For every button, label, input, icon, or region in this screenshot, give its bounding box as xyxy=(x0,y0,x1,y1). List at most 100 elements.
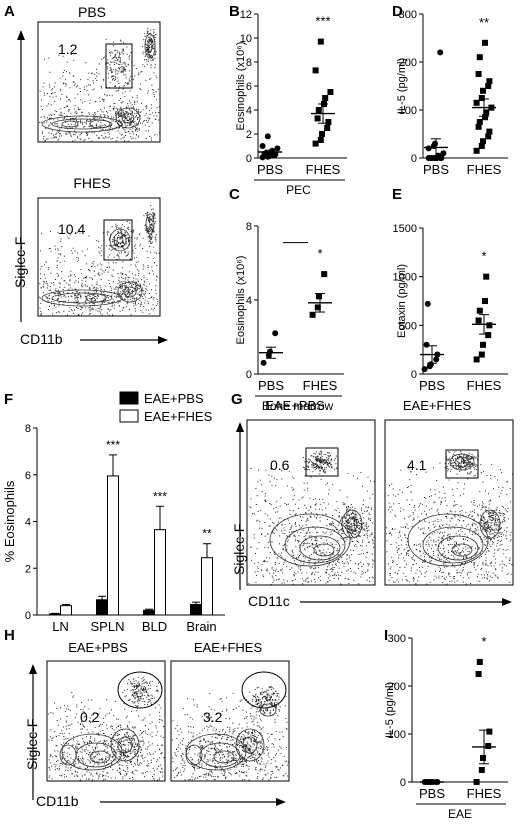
cytometry-event-dot xyxy=(442,532,443,533)
cytometry-event-dot xyxy=(489,504,490,505)
cytometry-event-dot xyxy=(322,456,323,457)
cytometry-event-dot xyxy=(55,83,56,84)
cytometry-event-dot xyxy=(481,574,482,575)
cytometry-event-dot xyxy=(490,539,491,540)
cytometry-event-dot xyxy=(86,747,87,748)
cytometry-event-dot xyxy=(100,307,101,308)
cytometry-event-dot xyxy=(326,514,327,515)
cytometry-event-dot xyxy=(335,510,336,511)
cytometry-event-dot xyxy=(113,45,114,46)
cytometry-event-dot xyxy=(134,76,135,77)
cytometry-event-dot xyxy=(110,110,111,111)
cytometry-event-dot xyxy=(472,511,473,512)
cytometry-event-dot xyxy=(137,237,138,238)
cytometry-event-dot xyxy=(136,285,137,286)
cytometry-event-dot xyxy=(289,523,290,524)
cytometry-event-dot xyxy=(249,506,250,507)
cytometry-event-dot xyxy=(43,136,44,137)
cytometry-event-dot xyxy=(123,293,124,294)
cytometry-event-dot xyxy=(398,549,399,550)
x-tick-label: FHES xyxy=(306,162,341,177)
cytometry-event-dot xyxy=(62,76,63,77)
cytometry-event-dot xyxy=(56,267,57,268)
cytometry-event-dot xyxy=(90,277,91,278)
cytometry-event-dot xyxy=(121,277,122,278)
cytometry-event-dot xyxy=(276,529,277,530)
cytometry-event-dot xyxy=(416,549,417,550)
cytometry-event-dot xyxy=(53,135,54,136)
cytometry-event-dot xyxy=(462,510,463,511)
cytometry-event-dot xyxy=(486,512,487,513)
cytometry-event-dot xyxy=(481,556,482,557)
cytometry-event-dot xyxy=(324,454,325,455)
cytometry-event-dot xyxy=(119,68,120,69)
cytometry-event-dot xyxy=(56,96,57,97)
cytometry-event-dot xyxy=(59,282,60,283)
cytometry-event-dot xyxy=(482,502,483,503)
cytometry-event-dot xyxy=(293,535,294,536)
cytometry-event-dot xyxy=(411,570,412,571)
cytometry-event-dot xyxy=(442,582,443,583)
cytometry-event-dot xyxy=(117,254,118,255)
cytometry-event-dot xyxy=(474,519,475,520)
cytometry-event-dot xyxy=(474,564,475,565)
cytometry-event-dot xyxy=(324,463,325,464)
cytometry-event-dot xyxy=(302,583,303,584)
cytometry-event-dot xyxy=(139,130,140,131)
cytometry-event-dot xyxy=(321,462,322,463)
cytometry-event-dot xyxy=(446,559,447,560)
cytometry-event-dot xyxy=(116,242,117,243)
cytometry-event-dot xyxy=(493,513,494,514)
cytometry-event-dot xyxy=(498,522,499,523)
cytometry-event-dot xyxy=(273,580,274,581)
cytometry-event-dot xyxy=(155,34,156,35)
cytometry-event-dot xyxy=(82,757,83,758)
cytometry-event-dot xyxy=(128,141,129,142)
cytometry-event-dot xyxy=(66,729,67,730)
cytometry-event-dot xyxy=(296,558,297,559)
cytometry-event-dot xyxy=(133,232,134,233)
cytometry-event-dot xyxy=(148,267,149,268)
cytometry-event-dot xyxy=(124,140,125,141)
cytometry-event-dot xyxy=(61,114,62,115)
cytometry-event-dot xyxy=(126,256,127,257)
cytometry-event-dot xyxy=(289,537,290,538)
cytometry-event-dot xyxy=(457,504,458,505)
cytometry-event-dot xyxy=(287,541,288,542)
cytometry-event-dot xyxy=(411,499,412,500)
cytometry-event-dot xyxy=(51,301,52,302)
cytometry-event-dot xyxy=(315,459,316,460)
cytometry-event-dot xyxy=(461,463,462,464)
cytometry-event-dot xyxy=(49,295,50,296)
cytometry-event-dot xyxy=(41,266,42,267)
cytometry-event-dot xyxy=(487,541,488,542)
cytometry-event-dot xyxy=(73,60,74,61)
cytometry-event-dot xyxy=(138,261,139,262)
cytometry-event-dot xyxy=(332,565,333,566)
bar-eae-pbs xyxy=(50,614,61,615)
cytometry-event-dot xyxy=(111,295,112,296)
cytometry-event-dot xyxy=(360,562,361,563)
cytometry-event-dot xyxy=(321,468,322,469)
cytometry-event-dot xyxy=(483,564,484,565)
cytometry-event-dot xyxy=(87,298,88,299)
cytometry-event-dot xyxy=(87,286,88,287)
cytometry-event-dot xyxy=(66,107,67,108)
cytometry-event-dot xyxy=(49,85,50,86)
cytometry-event-dot xyxy=(320,553,321,554)
cytometry-event-dot xyxy=(39,297,40,298)
cytometry-event-dot xyxy=(402,579,403,580)
data-point-square xyxy=(480,342,486,348)
cytometry-event-dot xyxy=(134,298,135,299)
cytometry-event-dot xyxy=(463,577,464,578)
cytometry-event-dot xyxy=(444,493,445,494)
x-tick-label: BLD xyxy=(142,619,167,634)
cytometry-event-dot xyxy=(338,532,339,533)
cytometry-event-dot xyxy=(99,97,100,98)
cytometry-event-dot xyxy=(288,539,289,540)
cytometry-event-dot xyxy=(332,575,333,576)
cytometry-event-dot xyxy=(420,551,421,552)
cytometry-event-dot xyxy=(405,537,406,538)
cytometry-event-dot xyxy=(150,219,151,220)
cytometry-event-dot xyxy=(113,42,114,43)
